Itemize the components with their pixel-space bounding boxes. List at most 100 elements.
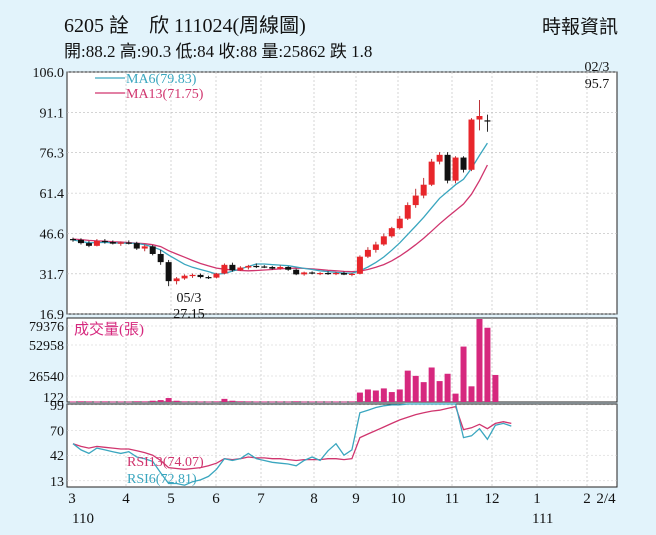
volume-bar (237, 401, 244, 403)
candle-body (229, 264, 236, 271)
candle-body (356, 256, 363, 274)
volume-bar (460, 346, 467, 402)
volume-bar (348, 401, 355, 403)
candle-body (412, 195, 419, 206)
candle-body (301, 272, 308, 275)
candle-body (325, 272, 332, 275)
price-tick-label: 31.7 (40, 268, 65, 283)
candle-body (253, 265, 260, 268)
volume-title: 成交量(張) (74, 320, 144, 338)
low-value-annotation: 27.15 (173, 307, 205, 322)
candle-body (380, 236, 387, 245)
candle-body (293, 269, 300, 275)
volume-bar (444, 373, 451, 402)
x-tick-label: 2/4 (596, 491, 616, 507)
candle-body (428, 161, 435, 185)
high-value-annotation: 95.7 (585, 77, 610, 92)
volume-tick-label: 52958 (29, 339, 64, 354)
rsi6-legend-label: RSI6(72.81) (127, 472, 197, 487)
volume-bar (309, 401, 316, 403)
volume-bar (261, 401, 268, 403)
candle-body (197, 274, 204, 278)
candle-body (70, 239, 76, 241)
candle-body (157, 253, 164, 263)
volume-bar (492, 374, 499, 402)
candle-body (285, 267, 292, 270)
price-tick-label: 46.6 (40, 227, 65, 242)
volume-bar (484, 327, 491, 402)
volume-bar (269, 401, 276, 403)
volume-bar (165, 398, 172, 402)
volume-bar (197, 401, 204, 403)
volume-bar (93, 401, 100, 403)
candle-body (117, 242, 124, 244)
volume-bar (301, 401, 308, 403)
volume-bar (133, 401, 140, 403)
volume-bar (109, 401, 116, 403)
candle-body (476, 116, 483, 120)
volume-bar (157, 400, 164, 402)
ma13-legend-label: MA13(71.75) (126, 87, 204, 102)
volume-bar (181, 401, 188, 403)
candle-body (420, 184, 427, 196)
volume-bar (229, 400, 236, 402)
candle-body (348, 273, 355, 276)
candle-body (165, 262, 172, 282)
candle-body (436, 154, 443, 162)
rsi-panel (66, 403, 618, 488)
volume-bar (293, 401, 300, 403)
candle-body (484, 120, 491, 122)
year-label: 110 (72, 511, 94, 527)
volume-bar (420, 382, 427, 402)
candle-body (133, 243, 140, 249)
candle-body (444, 154, 451, 181)
volume-bar (412, 375, 419, 402)
candle-body (452, 157, 459, 181)
candle-body (460, 157, 467, 170)
rsi13-legend-label: RSI13(74.07) (127, 455, 204, 470)
volume-bar (436, 381, 443, 402)
volume-bar (380, 388, 387, 402)
candle-body (85, 243, 92, 246)
candle-body (189, 274, 196, 277)
price-tick-label: 16.9 (40, 308, 65, 323)
candle-body (364, 249, 371, 257)
volume-bar (476, 319, 483, 402)
candle-body (173, 278, 180, 282)
volume-bar (325, 401, 332, 403)
candle-body (77, 239, 84, 244)
volume-bar (117, 401, 124, 403)
x-tick-label: 2 (583, 491, 591, 507)
volume-tick-label: 122 (43, 391, 64, 406)
volume-bar (221, 398, 228, 402)
volume-bar (285, 401, 292, 403)
candle-body (125, 242, 132, 244)
volume-bar (317, 401, 324, 403)
rsi-tick-label: 70 (50, 424, 64, 439)
low-date-annotation: 05/3 (177, 291, 202, 306)
rsi-tick-label: 13 (50, 475, 64, 490)
volume-bar (340, 401, 347, 403)
price-tick-label: 61.4 (40, 187, 65, 202)
candle-body (277, 267, 284, 269)
volume-bar (404, 370, 411, 402)
rsi13-line (72, 405, 512, 470)
candle-body (468, 119, 475, 170)
volume-bar (149, 400, 156, 402)
volume-bar (205, 401, 212, 403)
x-tick-label: 9 (352, 491, 360, 507)
x-tick-label: 10 (391, 491, 406, 507)
volume-bar (468, 386, 475, 402)
volume-bar (364, 389, 371, 402)
volume-bar (356, 392, 363, 402)
data-source-label: 時報資訊 (541, 17, 618, 38)
volume-tick-label: 26540 (29, 370, 64, 385)
volume-bar (396, 389, 403, 402)
candle-body (340, 272, 347, 275)
candle-body (372, 244, 379, 250)
candle-body (101, 240, 108, 243)
candle-body (245, 265, 252, 268)
volume-bar (173, 400, 180, 402)
candle-body (396, 218, 403, 229)
